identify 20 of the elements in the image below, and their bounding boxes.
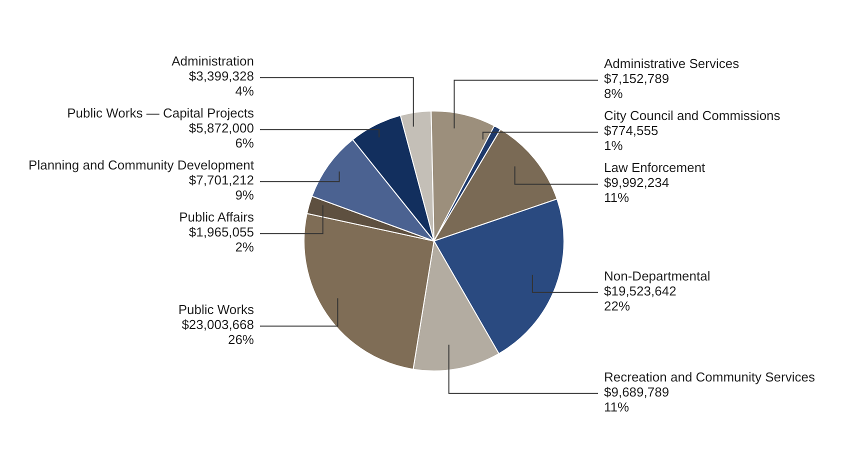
slice-label: City Council and Commissions [604,108,781,124]
slice-label: Public Works — Capital Projects [67,106,254,122]
data-label: $3,399,328 4% [188,69,254,100]
data-label: $23,003,668 26% [182,318,254,348]
slice-label: Administration [172,54,254,70]
slice-label: Recreation and Community Services [604,370,816,385]
data-label: $7,152,789 8% [604,72,670,102]
data-label: $9,992,234 11% [604,176,670,206]
slice-label: Non-Departmental [604,268,710,284]
slice-label: Planning and Community Development [28,158,254,174]
data-label: $7,701,212 9% [188,173,254,204]
slice-label: Administrative Services [604,56,740,72]
data-label: $5,872,000 6% [188,121,254,152]
data-label: $9,689,789 11% [604,384,670,415]
data-label: $1,965,055 2% [188,225,254,256]
data-label: $19,523,642 22% [604,284,676,314]
data-label: $774,555 1% [604,124,658,154]
slice-label: Public Affairs [179,210,254,226]
slice-label: Law Enforcement [604,160,706,176]
slice-label: Public Works [178,302,254,318]
